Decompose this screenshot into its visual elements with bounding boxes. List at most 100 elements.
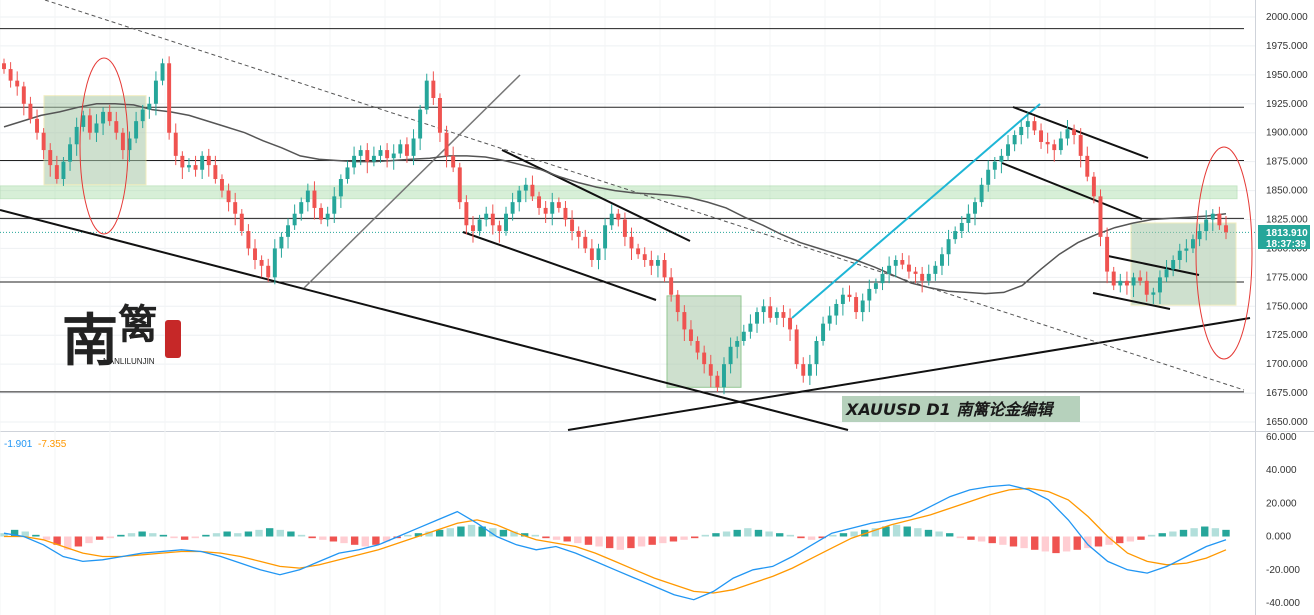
candle-body — [596, 248, 601, 260]
macd-bar — [159, 534, 168, 537]
candle-body — [1124, 280, 1129, 286]
macd-bar — [1211, 528, 1220, 537]
candle-body — [54, 165, 59, 179]
macd-bar — [1201, 526, 1209, 537]
price-tag-countdown: 18:37:39 — [1266, 239, 1306, 250]
macd-value: -1.901 — [4, 439, 33, 450]
macd-bar — [744, 528, 752, 537]
macd-bar — [446, 528, 454, 537]
ellipse-annotations — [79, 57, 1253, 360]
candle-body — [1072, 129, 1077, 136]
candle-body — [1191, 239, 1195, 249]
candle-body — [68, 144, 73, 162]
candle — [801, 357, 806, 383]
candle — [946, 229, 951, 266]
candle — [1065, 119, 1070, 146]
macd-tick-label: 0.000 — [1266, 532, 1291, 543]
macd-bar — [340, 536, 348, 544]
macd-bar — [924, 529, 933, 537]
candle-body — [854, 297, 859, 313]
candle-body — [404, 144, 409, 156]
macd-bar — [467, 524, 476, 537]
candle — [358, 145, 363, 166]
candle-body — [444, 132, 449, 156]
candle-body — [953, 231, 958, 240]
candle — [1191, 234, 1195, 254]
macd-bar — [149, 533, 157, 537]
candle-body — [1025, 121, 1030, 127]
macd-bar — [1052, 536, 1060, 554]
macd-bar — [180, 536, 189, 540]
candle-body — [986, 169, 991, 185]
candle — [120, 128, 125, 160]
macd-axis[interactable]: 60.000 40.000 20.000 0.000 -20.000 -40.000 — [1266, 432, 1300, 609]
macd-bar — [776, 533, 784, 537]
macd-bar — [797, 536, 805, 539]
macd-bar — [1031, 536, 1039, 550]
macd-bar — [935, 531, 943, 537]
candle-body — [821, 323, 826, 341]
candle — [345, 160, 350, 184]
candle — [728, 337, 733, 374]
candle-body — [206, 155, 211, 166]
candle-body — [352, 155, 357, 168]
candle — [484, 206, 489, 227]
candle-body — [35, 118, 39, 133]
macd-bar — [829, 534, 837, 537]
candle — [814, 336, 819, 376]
candle-body — [510, 202, 515, 214]
candle — [1072, 124, 1077, 145]
candle — [200, 151, 205, 179]
candle — [702, 345, 707, 374]
candle-body — [134, 121, 139, 139]
macd-bar — [669, 536, 678, 542]
macd-bar — [807, 536, 816, 540]
candle-body — [1184, 248, 1189, 251]
candle — [589, 239, 594, 267]
falling-channel-bottom-2 — [1001, 162, 1143, 220]
macd-bar — [297, 534, 306, 537]
candle — [1217, 206, 1222, 230]
macd-bar — [212, 533, 221, 537]
macd-tick-label: -20.000 — [1266, 565, 1300, 576]
macd-bar — [404, 534, 412, 537]
macd-bar — [510, 531, 518, 537]
candle — [1039, 123, 1044, 149]
macd-bar — [308, 536, 316, 539]
price-axis[interactable]: 2000.000 1975.000 1950.000 1925.000 1900.000… — [1266, 12, 1308, 428]
watermark-logo: 南 篱 NANLILUNJIN — [62, 301, 181, 374]
macd-bar — [722, 531, 731, 537]
candle — [781, 305, 786, 328]
candle — [675, 290, 680, 322]
price-pane[interactable] — [0, 0, 1256, 432]
candle — [292, 204, 297, 230]
candle — [1151, 287, 1156, 304]
macd-bar — [520, 533, 529, 537]
macd-bar — [552, 536, 561, 540]
candle-body — [920, 273, 925, 281]
candle-body — [966, 213, 971, 223]
candle-body — [695, 341, 700, 353]
candle-body — [682, 312, 687, 330]
candle — [101, 107, 106, 136]
macd-bar — [1094, 536, 1103, 547]
chart-title: XAUUSD D1 南篱论金编辑 — [842, 396, 1080, 422]
candle-body — [543, 207, 548, 214]
candle-body — [570, 219, 575, 232]
candle — [1138, 270, 1143, 286]
candle — [365, 143, 370, 174]
candle-body — [801, 364, 806, 376]
candle — [662, 253, 667, 282]
macd-bar — [127, 533, 136, 537]
macd-bar — [680, 536, 688, 540]
candle — [253, 239, 257, 270]
macd-pane[interactable] — [0, 432, 1256, 615]
candle-body — [497, 225, 502, 232]
candle — [160, 58, 165, 86]
candle — [1058, 131, 1063, 155]
macd-bar — [1190, 528, 1198, 537]
candle — [906, 255, 911, 279]
macd-bar — [531, 534, 539, 537]
candle — [543, 200, 548, 223]
